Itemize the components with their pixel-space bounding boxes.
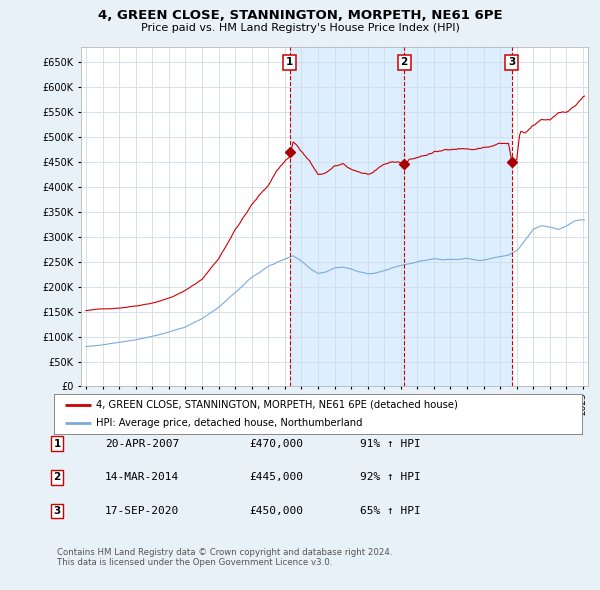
Text: 65% ↑ HPI: 65% ↑ HPI bbox=[360, 506, 421, 516]
Text: 4, GREEN CLOSE, STANNINGTON, MORPETH, NE61 6PE (detached house): 4, GREEN CLOSE, STANNINGTON, MORPETH, NE… bbox=[96, 400, 458, 410]
Text: £445,000: £445,000 bbox=[249, 473, 303, 482]
Text: 3: 3 bbox=[508, 57, 515, 67]
Text: 14-MAR-2014: 14-MAR-2014 bbox=[105, 473, 179, 482]
Text: 3: 3 bbox=[53, 506, 61, 516]
Text: 1: 1 bbox=[53, 439, 61, 448]
Text: 91% ↑ HPI: 91% ↑ HPI bbox=[360, 439, 421, 448]
Text: 92% ↑ HPI: 92% ↑ HPI bbox=[360, 473, 421, 482]
Text: 4, GREEN CLOSE, STANNINGTON, MORPETH, NE61 6PE: 4, GREEN CLOSE, STANNINGTON, MORPETH, NE… bbox=[98, 9, 502, 22]
Text: Contains HM Land Registry data © Crown copyright and database right 2024.
This d: Contains HM Land Registry data © Crown c… bbox=[57, 548, 392, 567]
Text: Price paid vs. HM Land Registry's House Price Index (HPI): Price paid vs. HM Land Registry's House … bbox=[140, 24, 460, 33]
Text: £450,000: £450,000 bbox=[249, 506, 303, 516]
Text: 2: 2 bbox=[400, 57, 408, 67]
Bar bbox=[404, 47, 512, 386]
Text: £470,000: £470,000 bbox=[249, 439, 303, 448]
Text: 20-APR-2007: 20-APR-2007 bbox=[105, 439, 179, 448]
Text: 17-SEP-2020: 17-SEP-2020 bbox=[105, 506, 179, 516]
Text: 1: 1 bbox=[286, 57, 293, 67]
Text: 2: 2 bbox=[53, 473, 61, 482]
Bar bbox=[290, 47, 404, 386]
Text: HPI: Average price, detached house, Northumberland: HPI: Average price, detached house, Nort… bbox=[96, 418, 363, 428]
